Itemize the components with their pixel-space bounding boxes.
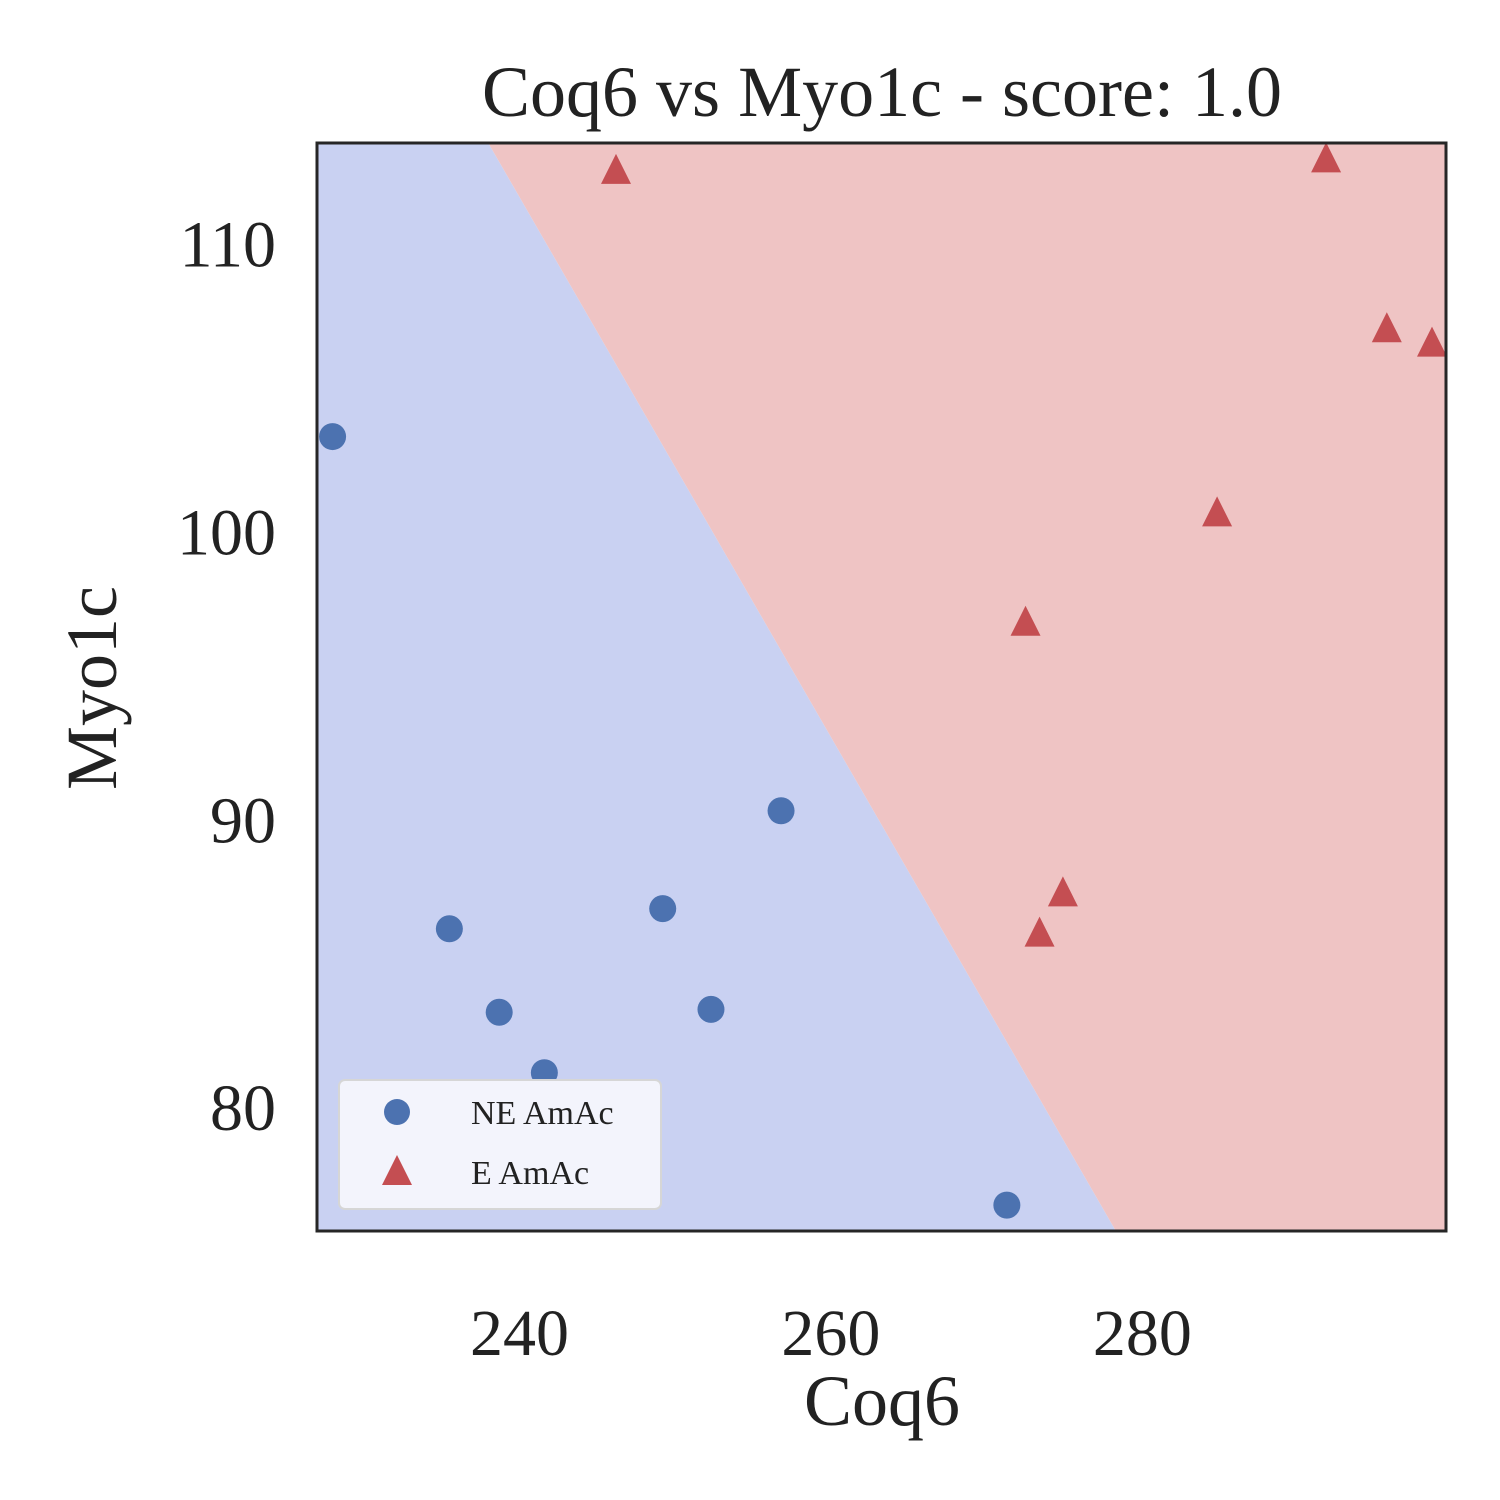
point-e-amac <box>1010 605 1041 636</box>
x-tick-label: 240 <box>470 1297 569 1370</box>
plot-frame <box>315 141 1448 1233</box>
point-ne-amac <box>485 998 513 1026</box>
legend-marker-e-amac <box>382 1155 412 1185</box>
y-tick-labels: 80 90 100 110 <box>177 209 276 1145</box>
region-e-amac <box>488 143 1447 1231</box>
point-ne-amac <box>435 915 463 943</box>
y-tick-label: 90 <box>210 784 276 857</box>
point-e-amac <box>1202 496 1233 527</box>
legend-box <box>338 1079 662 1210</box>
point-e-amac <box>1024 916 1055 947</box>
region-ne-amac <box>317 143 1116 1231</box>
point-ne-amac <box>767 797 795 825</box>
y-tick-label: 110 <box>179 209 276 282</box>
point-e-amac <box>1047 876 1078 907</box>
chart-title: Coq6 vs Myo1c - score: 1.0 <box>482 52 1282 132</box>
y-tick-label: 80 <box>210 1072 276 1145</box>
point-e-amac <box>1416 326 1447 357</box>
legend-marker-ne-amac <box>384 1099 410 1125</box>
data-points <box>319 142 1447 1219</box>
point-e-amac <box>1311 142 1342 173</box>
y-axis-label: Myo1c <box>52 586 132 790</box>
point-ne-amac <box>697 995 725 1023</box>
point-e-amac <box>1371 312 1402 343</box>
point-ne-amac <box>993 1191 1021 1219</box>
x-tick-label: 260 <box>781 1297 880 1370</box>
x-tick-labels: 240 260 280 <box>470 1297 1192 1370</box>
x-tick-label: 280 <box>1093 1297 1192 1370</box>
legend-label-ne-amac: NE AmAc <box>471 1095 614 1132</box>
point-ne-amac <box>319 423 347 451</box>
y-tick-label: 100 <box>177 497 276 570</box>
legend-label-e-amac: E AmAc <box>471 1155 589 1192</box>
point-ne-amac <box>649 895 677 923</box>
decision-regions <box>317 143 1447 1231</box>
x-axis-label: Coq6 <box>804 1361 960 1441</box>
point-e-amac <box>600 153 631 184</box>
legend: NE AmAc E AmAc <box>338 1079 662 1210</box>
